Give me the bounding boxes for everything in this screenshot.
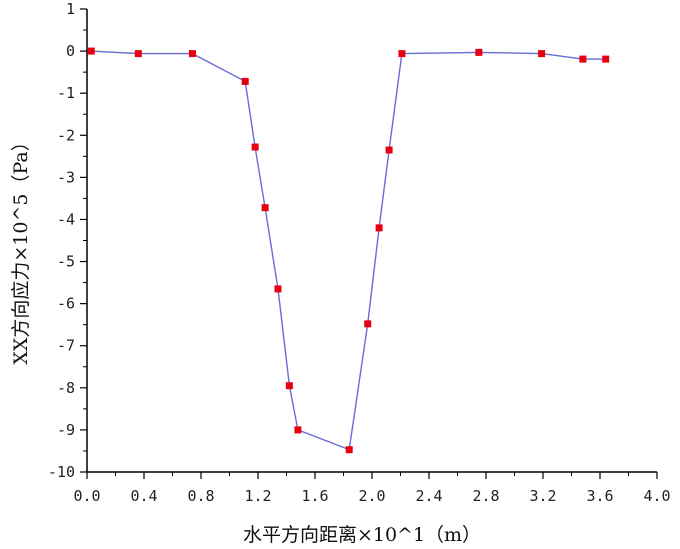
data-point — [538, 50, 546, 58]
x-tick-label: 3.6 — [586, 487, 613, 505]
data-point — [364, 320, 372, 328]
data-point — [285, 382, 293, 390]
data-point — [294, 426, 302, 434]
y-tick-label: 0 — [66, 42, 75, 60]
y-tick-label: -5 — [57, 253, 75, 271]
data-point — [274, 285, 282, 293]
y-tick-label: -1 — [57, 84, 75, 102]
x-tick-label: 4.0 — [643, 487, 670, 505]
series-line — [91, 50, 606, 451]
data-point — [602, 55, 610, 63]
data-point — [579, 55, 587, 63]
y-tick-label: -6 — [57, 295, 75, 313]
y-axis-title: XX方向应力×10^5（Pa） — [10, 132, 32, 364]
y-tick-label: -9 — [57, 421, 75, 439]
data-point — [345, 446, 353, 454]
y-tick-label: -10 — [48, 463, 75, 481]
y-tick-label: -7 — [57, 337, 75, 355]
data-point — [87, 47, 95, 55]
data-point — [134, 50, 142, 58]
data-point — [261, 204, 269, 212]
x-tick-label: 1.2 — [244, 487, 271, 505]
x-tick-label: 3.2 — [529, 487, 556, 505]
y-tick-label: -3 — [57, 168, 75, 186]
series-group — [87, 47, 610, 454]
x-tick-label: 0.4 — [130, 487, 157, 505]
ticks: 0.0 0.4 0.8 1.2 1.6 2.0 2.4 2.8 3.2 3.6 4.0 1 0 -1 -2 -… — [48, 0, 671, 505]
axes — [86, 9, 657, 473]
x-axis-title: 水平方向距离×10^1（m） — [243, 524, 481, 546]
y-tick-label: -2 — [57, 126, 75, 144]
data-point — [251, 143, 259, 151]
y-tick-label: 1 — [66, 0, 75, 18]
x-tick-label: 0.8 — [187, 487, 214, 505]
data-point — [385, 146, 393, 154]
data-point — [188, 50, 196, 58]
x-tick-label: 1.6 — [301, 487, 328, 505]
data-point — [375, 224, 383, 232]
data-point — [398, 50, 406, 58]
y-tick-label: -8 — [57, 379, 75, 397]
x-tick-label: 2.8 — [472, 487, 499, 505]
x-tick-label: 2.4 — [415, 487, 442, 505]
y-tick-label: -4 — [57, 210, 75, 228]
data-point — [475, 48, 483, 56]
data-point — [241, 77, 249, 85]
x-tick-label: 0.0 — [73, 487, 100, 505]
x-tick-label: 2.0 — [358, 487, 385, 505]
